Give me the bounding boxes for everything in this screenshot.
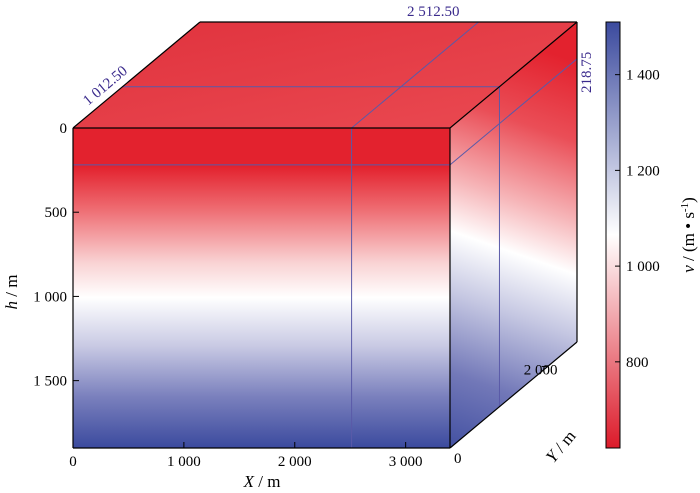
h-axis: 0 500 1 000 1 500 — [33, 121, 79, 390]
y-tick-label: 2 000 — [524, 362, 558, 378]
colorbar — [605, 21, 621, 449]
slice-label-h: 218.75 — [579, 52, 595, 93]
slice-h-side — [449, 58, 578, 166]
x-tick-label: 1 000 — [167, 454, 201, 470]
y-tick-label: 0 — [454, 451, 462, 467]
top-face — [73, 22, 577, 128]
slice-x-top — [351, 21, 479, 129]
slice-lines — [73, 21, 578, 448]
h-tick-label: 0 — [60, 121, 68, 137]
colorbar-ticks: 800 1 000 1 200 1 400 — [615, 68, 660, 371]
colorbar-tick-label: 1 200 — [626, 163, 660, 179]
edge-top-left — [72, 21, 201, 129]
h-tick-label: 1 500 — [33, 374, 67, 390]
edge-side-bottom — [449, 341, 578, 449]
x-axis: 0 1 000 2 000 3 000 — [69, 442, 423, 470]
x-axis-title: X / m — [243, 472, 281, 491]
colorbar-title: v / (m • s-1) — [679, 197, 698, 273]
x-tick-label: 3 000 — [389, 454, 423, 470]
cube-edges — [72, 21, 578, 449]
h-tick-label: 1 000 — [33, 289, 67, 305]
colorbar-tick-label: 1 400 — [626, 68, 660, 84]
colorbar-tick-label: 800 — [626, 355, 649, 371]
y-axis-title: Y / m — [542, 427, 580, 467]
x-tick-label: 0 — [69, 454, 77, 470]
y-axis: 0 2 000 — [444, 362, 557, 467]
slice-label-x: 2 512.50 — [407, 4, 460, 20]
colorbar-tick-label: 1 000 — [626, 259, 660, 275]
edge-top-right — [449, 21, 578, 129]
h-tick-label: 500 — [45, 205, 68, 221]
front-face — [73, 128, 450, 448]
x-tick-label: 2 000 — [278, 454, 312, 470]
side-face — [450, 22, 577, 448]
h-axis-title: h / m — [2, 275, 21, 310]
